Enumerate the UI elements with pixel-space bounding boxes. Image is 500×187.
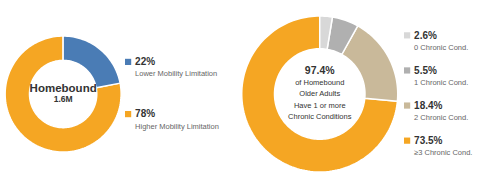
svg-text:≥3 Chronic Cond.: ≥3 Chronic Cond. bbox=[414, 148, 472, 157]
svg-text:of Homebound: of Homebound bbox=[295, 78, 344, 87]
svg-text:78%: 78% bbox=[135, 108, 155, 119]
svg-text:73.5%: 73.5% bbox=[414, 135, 442, 146]
svg-text:18.4%: 18.4% bbox=[414, 100, 442, 111]
svg-text:Lower Mobility Limitation: Lower Mobility Limitation bbox=[135, 69, 217, 78]
svg-text:1 Chronic Cond.: 1 Chronic Cond. bbox=[414, 78, 468, 87]
svg-text:Chronic Conditions: Chronic Conditions bbox=[288, 112, 352, 121]
svg-text:97.4%: 97.4% bbox=[305, 64, 335, 76]
svg-text:Older Adults: Older Adults bbox=[299, 89, 340, 98]
svg-text:22%: 22% bbox=[135, 56, 155, 67]
svg-text:Have 1 or more: Have 1 or more bbox=[294, 101, 346, 110]
svg-text:1.6M: 1.6M bbox=[54, 94, 73, 104]
svg-text:2 Chronic Cond.: 2 Chronic Cond. bbox=[414, 113, 468, 122]
svg-text:Homebound: Homebound bbox=[30, 82, 97, 94]
svg-text:5.5%: 5.5% bbox=[414, 65, 437, 76]
svg-text:2.6%: 2.6% bbox=[414, 30, 437, 41]
svg-text:Higher Mobility Limitation: Higher Mobility Limitation bbox=[135, 122, 219, 131]
svg-text:0 Chronic Cond.: 0 Chronic Cond. bbox=[414, 43, 468, 52]
